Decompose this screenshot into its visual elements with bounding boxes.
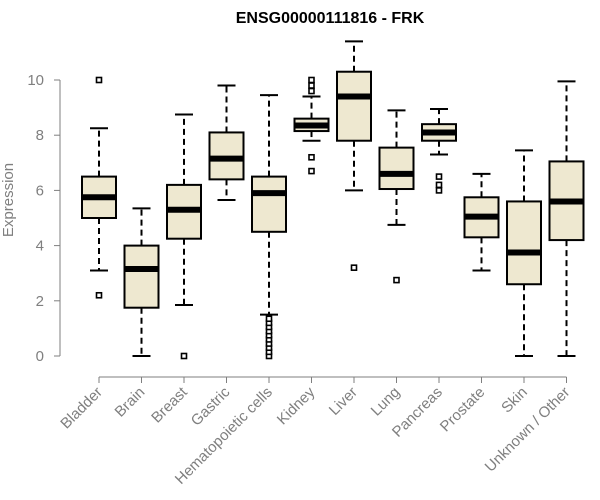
box [251, 175, 287, 233]
y-axis-label: Expression [0, 163, 17, 237]
x-tick-label: Skin [498, 384, 531, 417]
boxplot-unknown-other [548, 80, 585, 357]
y-tick-label: 8 [36, 127, 44, 144]
x-tick-label: Lung [368, 384, 404, 420]
outlier-point [435, 173, 443, 180]
x-tick-label: Kidney [274, 383, 319, 428]
boxplot-breast [166, 113, 202, 360]
boxplot-brain [123, 207, 160, 357]
outlier-point [308, 82, 315, 89]
chart-title: ENSG00000111816 - FRK [236, 10, 425, 27]
outlier-point [393, 276, 400, 284]
y-tick-label: 10 [27, 72, 44, 89]
y-tick-label: 6 [36, 182, 44, 199]
outlier-point [308, 76, 315, 84]
boxplot-bladder [81, 76, 117, 299]
boxplot-pancreas [421, 107, 457, 194]
boxplot-skin [506, 149, 542, 357]
outlier-point [265, 315, 273, 323]
box [123, 244, 160, 309]
y-axis: 0 2 4 6 8 10 [27, 72, 61, 365]
outlier-point [180, 352, 188, 360]
x-tick-label: Bladder [57, 384, 106, 433]
box [378, 146, 415, 191]
y-tick-label: 0 [36, 348, 44, 365]
outlier-point [308, 167, 315, 175]
boxplot-prostate [463, 172, 500, 272]
box [506, 200, 542, 286]
outlier-point [350, 264, 358, 271]
boxplot-hematopoietic-cells [251, 94, 287, 360]
x-tick-label: Liver [326, 384, 361, 419]
box [336, 70, 372, 142]
x-tick-label: Brain [112, 384, 149, 421]
x-tick-label: Prostate [437, 384, 489, 436]
outlier-point [435, 181, 443, 189]
boxplot-gastric [208, 84, 245, 202]
boxplot-lung [378, 109, 415, 284]
y-tick-label: 2 [36, 293, 44, 310]
outlier-point [95, 291, 103, 299]
outlier-point [308, 153, 315, 161]
boxplot-kidney [293, 76, 330, 175]
x-tick-label: Breast [148, 383, 191, 426]
outlier-point [95, 76, 103, 84]
boxplot-liver [336, 40, 372, 271]
outlier-point [435, 187, 443, 194]
outlier-point [308, 87, 315, 95]
boxplots [81, 40, 585, 360]
y-tick-label: 4 [36, 238, 44, 255]
